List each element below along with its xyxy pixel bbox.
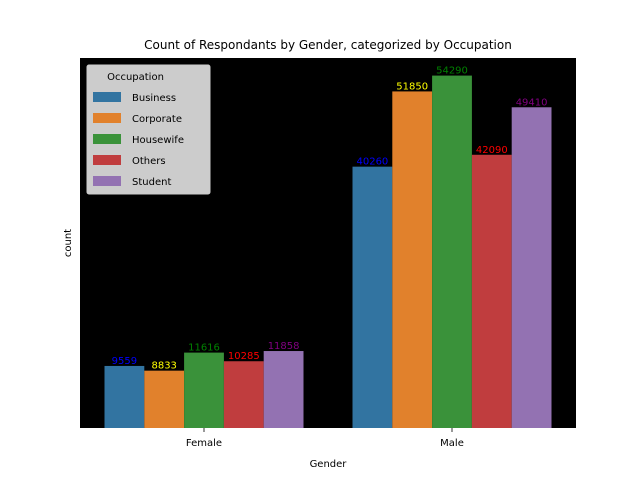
legend-swatch-others xyxy=(93,155,121,165)
legend-swatch-corporate xyxy=(93,113,121,123)
data-label-corporate-female: 8833 xyxy=(151,361,176,372)
legend-swatch-student xyxy=(93,176,121,186)
legend: Occupation Business Corporate Housewife Othe… xyxy=(86,64,211,195)
y-axis-label: count xyxy=(63,229,74,257)
data-label-student-female: 11858 xyxy=(268,341,300,352)
data-label-others-male: 42090 xyxy=(476,145,508,156)
data-label-student-male: 49410 xyxy=(516,97,548,108)
bar-student-male xyxy=(511,107,552,429)
bar-corporate-male xyxy=(392,91,433,429)
data-labels-layer: 9559 8833 11616 10285 11858 40260 51850 54290 42… xyxy=(112,66,548,372)
data-label-corporate-male: 51850 xyxy=(396,81,428,92)
legend-title: Occupation xyxy=(107,72,164,83)
legend-label-corporate: Corporate xyxy=(132,114,182,125)
legend-swatch-business xyxy=(93,92,121,102)
bar-others-female xyxy=(223,361,264,428)
bar-business-female xyxy=(104,365,145,428)
data-label-housewife-female: 11616 xyxy=(188,343,220,354)
legend-label-business: Business xyxy=(132,93,176,104)
bar-others-male xyxy=(471,154,512,428)
bars-layer xyxy=(104,75,552,429)
data-label-housewife-male: 54290 xyxy=(436,66,468,77)
x-tick-label-male: Male xyxy=(440,438,464,449)
legend-box xyxy=(86,64,211,195)
bar-housewife-female xyxy=(184,352,224,428)
legend-label-housewife: Housewife xyxy=(132,135,184,146)
x-axis-label: Gender xyxy=(310,459,348,470)
bar-business-male xyxy=(352,166,393,428)
chart-title: Count of Respondants by Gender, categori… xyxy=(144,38,512,52)
bar-student-female xyxy=(263,351,304,428)
x-axis: Female Male xyxy=(186,428,464,449)
legend-label-student: Student xyxy=(132,177,171,188)
data-label-others-female: 10285 xyxy=(228,351,260,362)
data-label-business-female: 9559 xyxy=(112,356,137,367)
legend-label-others: Others xyxy=(132,156,166,167)
x-tick-label-female: Female xyxy=(186,438,222,449)
bar-corporate-female xyxy=(144,370,185,428)
bar-housewife-male xyxy=(432,75,472,428)
data-label-business-male: 40260 xyxy=(356,157,388,168)
legend-swatch-housewife xyxy=(93,134,121,144)
